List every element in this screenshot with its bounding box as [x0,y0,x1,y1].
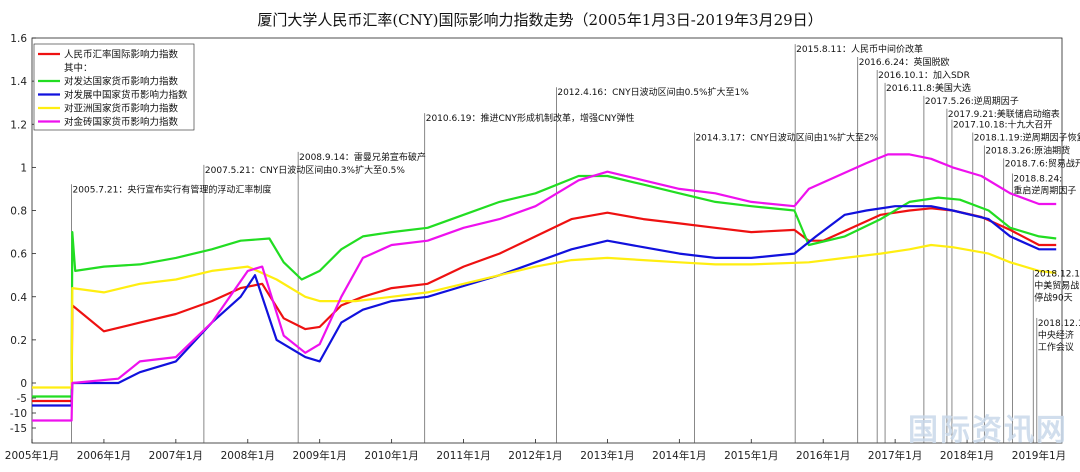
series-lines [32,153,1057,422]
legend-label: 人民币汇率国际影响力指数 [64,49,179,61]
event-annotation: 2018.1.19:逆周期因子恢复中性 [974,132,1080,144]
event-annotation: 中央经济 [1038,329,1074,341]
x-tick-label: 2007年1月 [149,449,203,462]
annotation-texts: 2005.7.21：央行宣布实行有管理的浮动汇率制度 2007.5.21：CNY日… [73,43,1080,353]
y-tick-label: -5 [17,393,27,405]
event-annotation: 2015.8.11：人民币中间价改革 [796,43,923,55]
legend-box [33,43,195,131]
event-annotation: 2018.12.19: [1038,319,1080,329]
event-annotation: 2017.10.18:十九大召开 [953,119,1053,131]
event-annotation: 2008.9.14：雷曼兄弟宣布破产 [299,151,426,163]
x-tick-label: 2017年1月 [868,449,922,462]
watermark: 国际资讯网 [908,413,1068,448]
event-annotation: 2018.3.26:原油期货 [985,144,1070,156]
event-annotation: 2007.5.21：CNY日波动区间由0.3%扩大至0.5% [205,164,405,176]
event-annotation: 2017.5.26:逆周期因子 [925,95,1019,107]
event-annotation: 2018.8.24: [1013,174,1062,184]
series-line [32,153,1057,422]
event-annotation: 2016.10.1：加入SDR [878,70,970,81]
chart-title: 厦门大学人民币汇率(CNY)国际影响力指数走势（2005年1月3日-2019年3… [257,11,822,29]
legend-label: 对亚洲国家货币影响力指数 [64,103,179,115]
y-tick-label: 1.2 [10,119,27,131]
y-tick-label: 0.4 [10,292,27,304]
x-tick-label: 2019年1月 [1012,449,1066,462]
x-tick-label: 2009年1月 [293,449,347,462]
event-annotation: 2010.6.19：推进CNY形成机制改革，增强CNY弹性 [426,112,635,124]
y-tick-label: 1.4 [10,76,27,88]
event-annotation: 2018.12.1: [1034,269,1080,279]
y-tick-label: -15 [10,423,27,435]
y-tick-label: -10 [10,408,27,420]
y-tick-label: 0.8 [10,206,27,218]
event-annotation: 2017.9.21:美联储启动缩表 [948,108,1060,120]
event-annotation: 2016.6.24：英国脱欧 [859,56,950,68]
axis-ticks: 1.6 1.4 1.2 1 0.8 0.6 0.4 0.2 0 -5 -10 -15 2005年1月 20… [5,33,1066,462]
x-tick-label: 2014年1月 [652,449,706,462]
y-tick-label: 0 [20,378,27,390]
x-tick-label: 2015年1月 [724,449,778,462]
x-tick-label: 2008年1月 [221,449,275,462]
event-annotation: 2012.4.16：CNY日波动区间由0.5%扩大至1% [557,86,749,98]
legend-label: 对发展中国家货币影响力指数 [64,89,188,101]
y-tick-label: 1.6 [10,33,27,45]
x-tick-label: 2016年1月 [796,449,850,462]
event-annotation: 停战90天 [1034,291,1072,303]
x-tick-label: 2011年1月 [436,449,490,462]
event-annotation: 2018.7.6:贸易战开打 [1005,157,1080,169]
y-tick-label: 0.6 [10,249,27,261]
event-annotation: 2016.11.8:美国大选 [886,82,971,94]
y-tick-label: 1 [20,162,27,174]
event-annotation: 2005.7.21：央行宣布实行有管理的浮动汇率制度 [73,183,272,195]
legend-label: 对金砖国家货币影响力指数 [64,116,179,128]
x-tick-label: 2005年1月 [5,449,59,462]
x-tick-label: 2013年1月 [580,449,634,462]
y-tick-label: 0.2 [10,335,27,347]
series-line [32,243,1057,389]
series-line [32,174,1057,398]
event-annotation: 2014.3.17：CNY日波动区间由1%扩大至2% [695,132,878,144]
event-annotation: 工作会议 [1038,341,1074,353]
legend-label: 对发达国家货币影响力指数 [64,76,179,88]
x-tick-label: 2010年1月 [364,449,418,462]
series-line [32,207,1057,403]
legend-label: 其中： [64,62,93,74]
x-tick-label: 2012年1月 [508,449,562,462]
x-tick-label: 2006年1月 [77,449,131,462]
event-annotation: 重启逆周期因子 [1013,184,1076,196]
event-annotation: 中美贸易战 [1034,279,1079,291]
x-tick-label: 2018年1月 [940,449,994,462]
